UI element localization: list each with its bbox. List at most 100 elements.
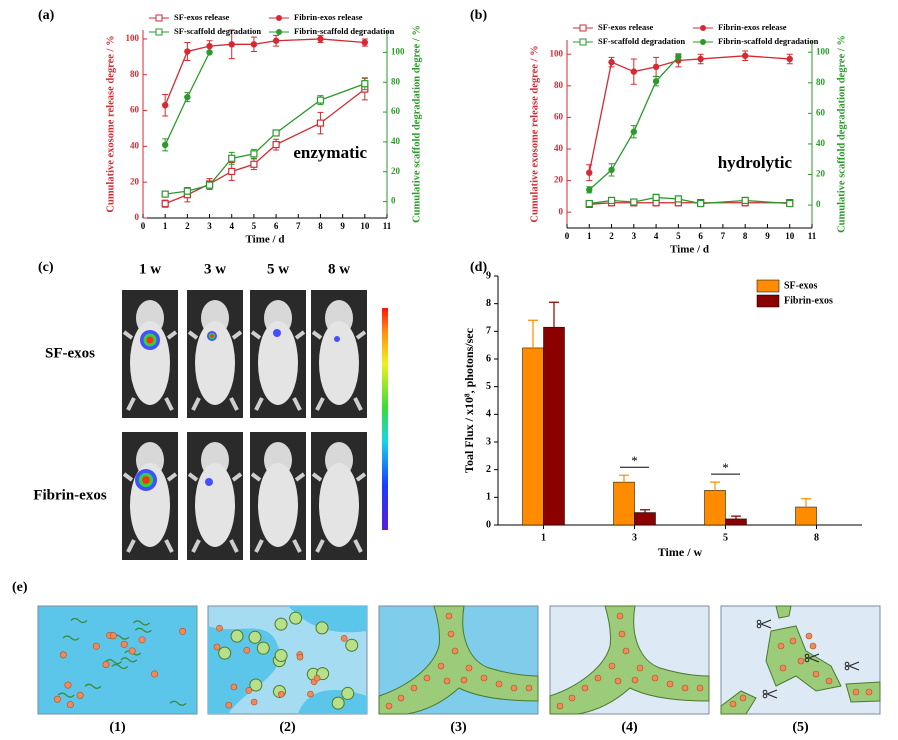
- y2-axis-label: Cumulative scaffold degradation degree /…: [836, 35, 847, 233]
- step-label: (3): [450, 720, 467, 735]
- row-label: Fibrin-exos: [33, 487, 106, 503]
- y2-tick-label: 80: [391, 76, 401, 86]
- data-point: [786, 199, 794, 208]
- column-label: 1 w: [139, 261, 161, 277]
- exosome: [307, 690, 314, 698]
- thrombin-bead: [274, 617, 288, 631]
- y-tick-label: 20: [130, 176, 140, 186]
- exosome: [696, 684, 704, 692]
- series-line: [164, 88, 366, 205]
- legend-label: SF-exos: [784, 280, 817, 291]
- fibrinogen: [111, 663, 129, 670]
- data-point: [317, 35, 324, 43]
- exosome: [465, 664, 473, 672]
- data-point: [316, 119, 325, 127]
- exosome: [230, 683, 238, 691]
- mouse-body: [195, 463, 235, 547]
- data-point: [607, 196, 616, 205]
- exosome: [480, 674, 488, 682]
- data-point: [652, 63, 660, 71]
- thrombin-bead: [289, 611, 303, 625]
- data-point: [586, 186, 593, 193]
- data-point: [630, 68, 638, 75]
- legend-label: Fibrin-exos: [784, 295, 833, 306]
- data-point: [741, 196, 749, 205]
- scissors: [766, 689, 778, 699]
- error-bar: [619, 474, 629, 483]
- series-line: [588, 55, 790, 173]
- colorbar: [382, 308, 388, 530]
- exosome: [510, 684, 518, 692]
- y2-tick-label: 20: [391, 166, 401, 176]
- x-tick-label: 8: [318, 221, 323, 231]
- exosome: [622, 647, 630, 655]
- error-bar: [640, 509, 650, 513]
- bar: [704, 490, 726, 526]
- exosome: [445, 612, 453, 620]
- exosome: [789, 637, 797, 645]
- legend-label: SF-scaffold degradation: [598, 36, 685, 46]
- exosome: [296, 653, 304, 661]
- bar: [522, 347, 544, 526]
- schematic-step: [378, 605, 539, 715]
- exosome: [568, 694, 576, 702]
- y-tick-label: 5: [486, 381, 491, 392]
- data-point: [608, 166, 615, 174]
- x-tick-label: 3: [207, 221, 212, 231]
- x-tick-label: 2: [609, 231, 614, 241]
- x-tick-label: 7: [721, 231, 726, 241]
- x-tick-label: 10: [360, 221, 370, 231]
- exosome: [451, 647, 459, 655]
- data-point: [361, 80, 369, 88]
- fibrinogen: [105, 658, 123, 665]
- thrombin-bead: [249, 678, 263, 692]
- x-tick-label: 1: [163, 221, 168, 231]
- x-tick-label: 6: [274, 221, 279, 231]
- fibrinogen: [133, 620, 150, 626]
- data-point: [228, 41, 235, 48]
- legend-marker: [155, 28, 163, 36]
- data-point: [652, 78, 660, 85]
- exosome: [852, 688, 860, 696]
- error-bar: [528, 319, 538, 348]
- y-tick-label: 20: [554, 175, 564, 185]
- exosome: [59, 651, 67, 659]
- exosome: [865, 688, 873, 696]
- y2-tick-label: 0: [816, 199, 821, 209]
- y2-tick-label: 80: [816, 77, 826, 87]
- thrombin-bead: [345, 638, 359, 652]
- x-tick-label: 8: [814, 532, 819, 543]
- y2-tick-label: 60: [391, 106, 401, 116]
- exosome: [179, 627, 187, 635]
- thrombin-bead: [341, 686, 355, 700]
- exosome: [437, 662, 445, 670]
- fibrinogen: [70, 617, 88, 624]
- signal-core: [146, 336, 154, 344]
- data-point: [316, 96, 325, 104]
- thrombin-bead: [274, 649, 288, 663]
- signal-outer: [205, 478, 213, 486]
- mouse-image: [122, 432, 178, 560]
- exosome: [777, 642, 785, 650]
- exosome: [385, 702, 393, 710]
- x-tick-label: 9: [340, 221, 345, 231]
- panel-label: (e): [12, 580, 28, 595]
- y-tick-label: 6: [486, 353, 491, 364]
- x-axis-label: Time / d: [246, 234, 285, 246]
- x-tick-label: 8: [743, 231, 748, 241]
- y2-tick-label: 100: [391, 46, 405, 56]
- y-tick-label: 7: [486, 326, 491, 337]
- exosome: [739, 694, 747, 702]
- y2-tick-label: 0: [391, 196, 396, 206]
- y-tick-label: 40: [554, 143, 564, 153]
- column-label: 8 w: [328, 261, 350, 277]
- mouse-limbs: [250, 472, 306, 553]
- mouse-image: [187, 432, 243, 560]
- x-tick-label: 2: [185, 221, 190, 231]
- mouse-limbs: [122, 472, 178, 553]
- x-axis-label: Time / d: [670, 244, 709, 256]
- x-tick-label: 3: [632, 532, 637, 543]
- bar: [795, 506, 817, 526]
- schematic-step: [720, 605, 881, 715]
- legend-label: SF-exos release: [174, 12, 230, 22]
